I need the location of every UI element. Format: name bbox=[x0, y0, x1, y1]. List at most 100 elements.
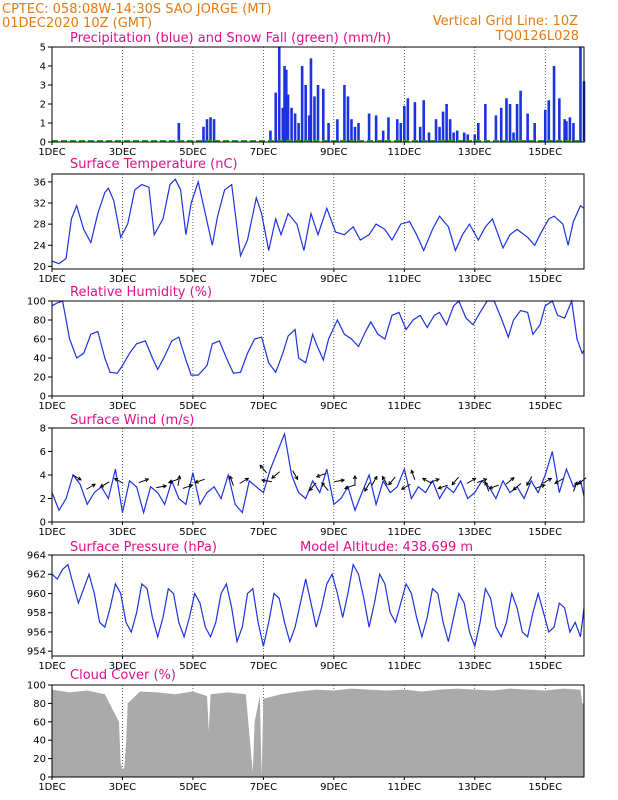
wind-arrow-head bbox=[308, 487, 313, 492]
x-tick-label: 7DEC bbox=[250, 782, 277, 793]
precipitation-bar bbox=[558, 98, 561, 142]
wind-arrow bbox=[177, 475, 181, 486]
y-tick-label: 956 bbox=[27, 627, 46, 638]
wind-arrow bbox=[489, 484, 500, 489]
y-tick-label: 36 bbox=[33, 177, 46, 188]
precipitation-bar bbox=[286, 94, 290, 142]
x-tick-label: 3DEC bbox=[109, 527, 136, 538]
x-tick-label: 15DEC bbox=[528, 274, 562, 285]
wind-arrow bbox=[542, 477, 552, 484]
y-tick-label: 28 bbox=[33, 220, 46, 231]
panel-1: Precipitation (blue) and Snow Fall (gree… bbox=[38, 31, 586, 158]
precipitation-bar bbox=[343, 85, 346, 142]
wind-arrow-head bbox=[113, 477, 119, 482]
y-tick-label: 954 bbox=[27, 647, 46, 658]
wind-arrow bbox=[239, 477, 249, 484]
panel-subtitle: Model Altitude: 438.699 m bbox=[300, 540, 473, 555]
precipitation-bar bbox=[212, 119, 216, 142]
precipitation-bar bbox=[290, 107, 293, 142]
x-tick-label: 5DEC bbox=[179, 661, 206, 672]
y-tick-label: 24 bbox=[33, 241, 46, 252]
panel-title: Surface Temperature (nC) bbox=[70, 157, 238, 172]
wind-arrow-head bbox=[167, 479, 173, 484]
y-tick-label: 20 bbox=[33, 373, 46, 384]
wind-arrow-head bbox=[541, 484, 546, 488]
wind-arrow bbox=[438, 484, 448, 489]
panel-2: Surface Temperature (nC) 20 24 28 32 36 1DEC 3D… bbox=[33, 157, 585, 285]
x-tick-label: 7DEC bbox=[250, 527, 277, 538]
wind-arrow bbox=[371, 476, 378, 486]
precipitation-bar bbox=[307, 115, 311, 142]
panel-frame bbox=[51, 173, 585, 270]
precipitation-bar bbox=[316, 85, 320, 142]
panel-5: Surface Pressure (hPa) Model Altitude: 43… bbox=[27, 540, 585, 672]
wind-arrow-head bbox=[271, 474, 276, 479]
precipitation-bar bbox=[321, 88, 325, 142]
panel-3: Relative Humidity (%) 0 20 40 60 80 100 1DEC 3DE… bbox=[27, 285, 585, 412]
precipitation-bar bbox=[177, 123, 181, 142]
precipitation-bar bbox=[515, 104, 519, 142]
precipitation-bar bbox=[395, 119, 399, 142]
precipitation-bar bbox=[353, 126, 357, 142]
x-tick-label: 15DEC bbox=[528, 661, 562, 672]
wind-arrow bbox=[195, 478, 205, 484]
wind-arrow-head bbox=[321, 482, 326, 487]
panel-6: Cloud Cover (%) 0 20 40 60 80 100 1DEC 3DEC 5DEC 7… bbox=[27, 668, 585, 793]
precipitation-bar bbox=[533, 123, 536, 142]
wind-arrow bbox=[364, 482, 371, 492]
series-line bbox=[51, 431, 585, 515]
precipitation-bar bbox=[526, 113, 529, 142]
wind-arrow-head bbox=[573, 481, 578, 486]
wind-arrow-head bbox=[144, 478, 150, 483]
wind-arrow-head bbox=[188, 484, 194, 488]
x-tick-label: 9DEC bbox=[320, 147, 347, 158]
wind-arrow bbox=[309, 482, 317, 491]
wind-arrow bbox=[535, 484, 545, 489]
precipitation-bar bbox=[494, 115, 498, 142]
precipitation-bar bbox=[281, 107, 285, 142]
y-tick-label: 962 bbox=[27, 570, 46, 581]
wind-arrow-head bbox=[259, 464, 264, 469]
y-tick-label: 2 bbox=[40, 100, 46, 111]
x-tick-label: 7DEC bbox=[250, 274, 277, 285]
y-tick-label: 20 bbox=[33, 754, 46, 765]
wind-arrow bbox=[321, 482, 329, 491]
wind-arrow bbox=[259, 464, 267, 474]
panel-title: Precipitation (blue) and Snow Fall (gree… bbox=[70, 31, 391, 46]
x-tick-label: 3DEC bbox=[109, 661, 136, 672]
precipitation-bar bbox=[403, 105, 406, 142]
x-tick-label: 1DEC bbox=[38, 274, 65, 285]
y-tick-label: 100 bbox=[27, 681, 46, 692]
wind-arrow bbox=[429, 478, 440, 484]
y-tick-label: 8 bbox=[40, 424, 46, 435]
y-tick-label: 20 bbox=[33, 262, 46, 273]
precipitation-bar bbox=[336, 119, 339, 142]
wind-arrow-head bbox=[472, 477, 477, 482]
wind-arrow-head bbox=[99, 483, 105, 488]
x-tick-label: 7DEC bbox=[250, 401, 277, 412]
x-tick-label: 1DEC bbox=[38, 527, 65, 538]
wind-arrow bbox=[382, 476, 388, 486]
wind-arrow bbox=[100, 481, 110, 488]
wind-arrow-head bbox=[526, 481, 531, 487]
y-tick-label: 80 bbox=[33, 316, 46, 327]
precipitation-bar bbox=[568, 117, 572, 142]
wind-arrow-head bbox=[410, 469, 415, 474]
wind-arrow-head bbox=[364, 487, 369, 492]
precipitation-bar bbox=[205, 119, 209, 142]
x-tick-label: 11DEC bbox=[387, 147, 421, 158]
precipitation-bar bbox=[441, 111, 445, 142]
precipitation-bar bbox=[462, 132, 466, 142]
precipitation-bar bbox=[350, 119, 353, 142]
precipitation-bar bbox=[277, 47, 281, 142]
x-tick-label: 9DEC bbox=[320, 274, 347, 285]
precipitation-bar bbox=[448, 119, 452, 142]
wind-arrow-head bbox=[547, 477, 553, 482]
wind-arrow bbox=[168, 478, 179, 484]
wind-arrow-head bbox=[512, 486, 517, 491]
panel-frame bbox=[51, 554, 585, 657]
x-tick-label: 7DEC bbox=[250, 147, 277, 158]
x-tick-label: 15DEC bbox=[528, 401, 562, 412]
wind-arrow-head bbox=[294, 475, 299, 481]
wind-arrow bbox=[292, 470, 299, 480]
